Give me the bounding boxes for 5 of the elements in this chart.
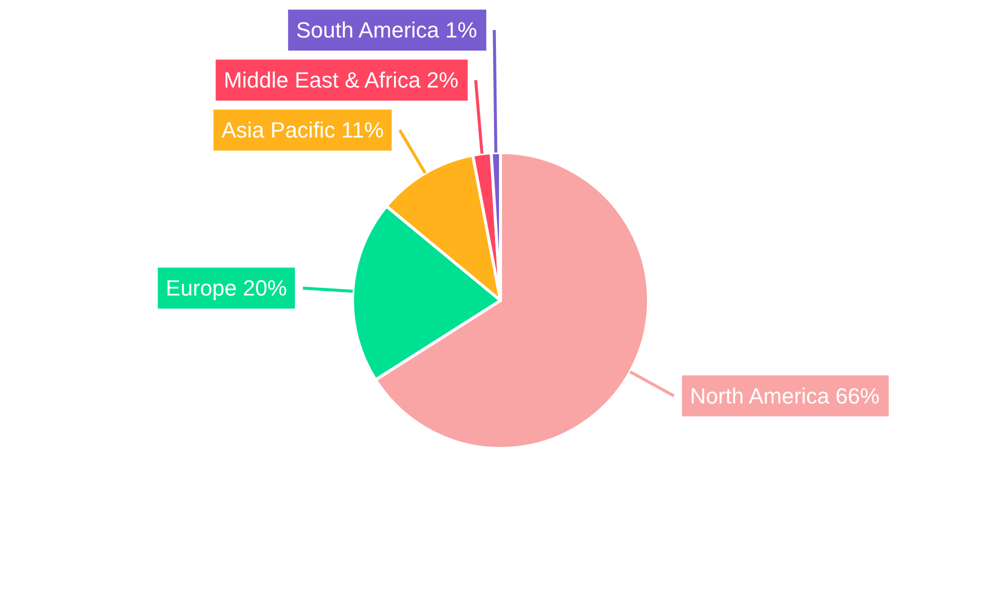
slice-label: Asia Pacific 11% xyxy=(221,118,384,143)
slice-label: North America 66% xyxy=(690,383,880,408)
slice-label: Europe 20% xyxy=(166,276,287,301)
slice-label: Middle East & Africa 2% xyxy=(224,68,458,93)
slice-label: South America 1% xyxy=(296,18,478,43)
